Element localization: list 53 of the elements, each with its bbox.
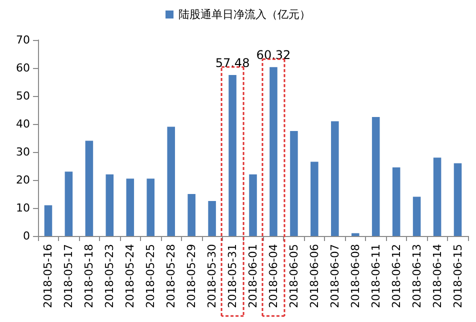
bar bbox=[126, 178, 134, 236]
x-tick-label: 2018-05-24 bbox=[124, 244, 137, 308]
x-tick-label: 2018-06-13 bbox=[410, 244, 424, 308]
bar bbox=[85, 140, 94, 236]
bar bbox=[249, 174, 257, 236]
bar bbox=[392, 167, 400, 236]
x-tick-label: 2018-05-25 bbox=[144, 244, 158, 308]
bar bbox=[290, 131, 298, 236]
x-tick-label: 2018-05-23 bbox=[103, 244, 116, 308]
x-tick-label: 2018-06-12 bbox=[390, 244, 403, 308]
y-tick-label: 10 bbox=[16, 202, 30, 214]
y-tick-label: 20 bbox=[16, 174, 30, 186]
data-label: 60.32 bbox=[256, 48, 291, 62]
bar bbox=[64, 172, 73, 236]
y-tick-label: 50 bbox=[16, 90, 30, 102]
y-tick-label: 70 bbox=[16, 34, 30, 46]
y-tick-label: 40 bbox=[16, 118, 30, 130]
x-tick-label: 2018-06-04 bbox=[266, 244, 280, 308]
bar bbox=[106, 174, 114, 236]
data-label: 57.48 bbox=[215, 56, 250, 70]
x-tick-label: 2018-06-11 bbox=[369, 244, 382, 308]
bar bbox=[270, 67, 278, 236]
x-tick-label: 2018-06-14 bbox=[430, 244, 444, 308]
bar bbox=[433, 158, 442, 236]
x-tick-label: 2018-06-07 bbox=[328, 244, 342, 308]
bar bbox=[454, 163, 462, 236]
bar bbox=[146, 178, 155, 236]
x-tick-label: 2018-06-06 bbox=[308, 244, 321, 308]
bar bbox=[310, 162, 318, 236]
y-tick-label: 60 bbox=[16, 62, 30, 74]
y-tick-label: 30 bbox=[16, 146, 30, 158]
bar bbox=[188, 194, 196, 236]
bar bbox=[372, 117, 380, 236]
x-tick-label: 2018-05-29 bbox=[185, 244, 198, 308]
x-tick-label: 2018-05-31 bbox=[226, 244, 240, 308]
x-tick-label: 2018-05-17 bbox=[62, 244, 76, 308]
x-tick-label: 2018-05-16 bbox=[42, 244, 55, 308]
bar bbox=[351, 233, 360, 236]
x-tick-label: 2018-05-18 bbox=[82, 244, 96, 308]
bar bbox=[44, 205, 52, 236]
bar bbox=[331, 121, 339, 236]
x-tick-label: 2018-05-28 bbox=[164, 244, 178, 308]
x-tick-label: 2018-06-08 bbox=[348, 244, 362, 308]
bar bbox=[208, 201, 216, 236]
bar bbox=[228, 75, 236, 236]
x-tick-label: 2018-06-05 bbox=[287, 244, 300, 308]
x-tick-label: 2018-06-01 bbox=[246, 244, 260, 308]
bar bbox=[167, 126, 175, 236]
legend-label: 陆股通单日净流入（亿元） bbox=[178, 8, 310, 21]
y-tick-label: 0 bbox=[23, 230, 30, 242]
x-tick-label: 2018-05-30 bbox=[206, 244, 219, 308]
bar bbox=[412, 196, 421, 236]
x-tick-label: 2018-06-15 bbox=[451, 244, 464, 308]
